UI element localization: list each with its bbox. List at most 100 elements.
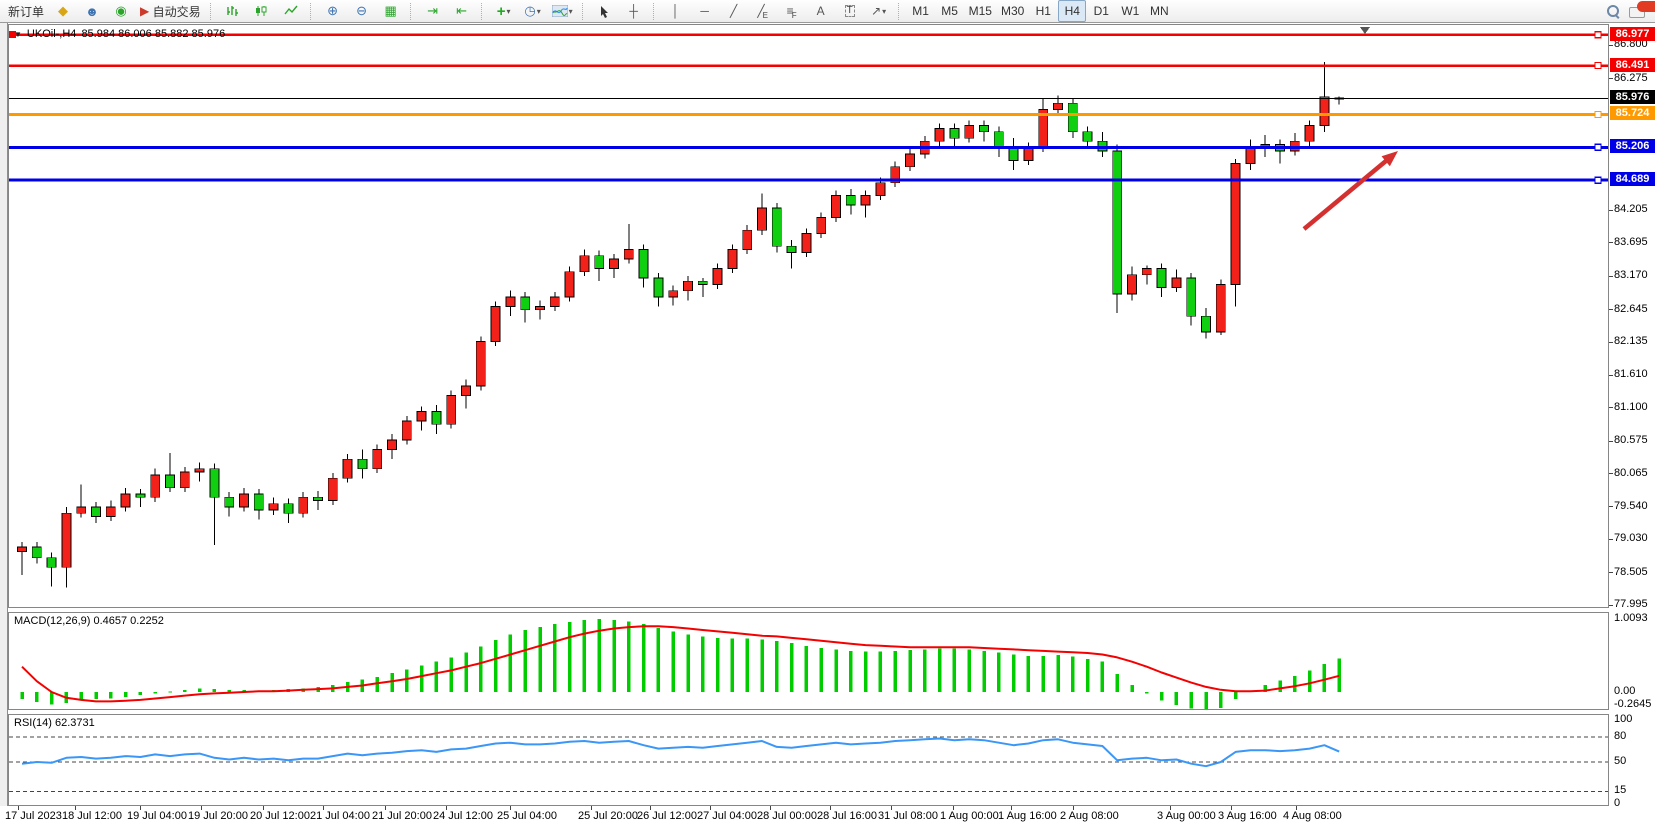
candle: [520, 296, 531, 311]
arrows-icon[interactable]: ↗ ▾: [871, 4, 887, 18]
vertical-line-icon[interactable]: │: [671, 4, 680, 18]
macd-histogram-bar: [1056, 655, 1060, 692]
chart-shift-icon[interactable]: [1360, 27, 1370, 34]
timeframe-button-mn[interactable]: MN: [1149, 4, 1169, 18]
price-badge: 85.724: [1610, 106, 1655, 121]
candlestick-chart-icon[interactable]: [248, 0, 276, 22]
price-tickmark: [1609, 440, 1613, 442]
timeframe-button-d1[interactable]: D1: [1093, 4, 1109, 18]
candle: [993, 131, 1004, 149]
candle: [653, 277, 664, 298]
rsi-label: RSI(14) 62.3731: [14, 717, 95, 729]
candle: [816, 217, 827, 234]
horizontal-line-icon[interactable]: ─: [700, 4, 709, 18]
fibonacci-icon[interactable]: ≡ F: [786, 4, 797, 20]
candle: [742, 229, 753, 250]
macd-histogram-bar: [1011, 654, 1016, 692]
macd-histogram-bar: [1263, 684, 1267, 692]
macd-histogram-bar: [878, 651, 883, 692]
price-tick-label: 83.170: [1614, 269, 1648, 282]
profile-icon[interactable]: ☻: [85, 3, 99, 19]
price-badge: 86.491: [1610, 57, 1655, 72]
candle: [209, 468, 220, 498]
line-handle[interactable]: [9, 31, 16, 39]
line-handle[interactable]: [1594, 143, 1602, 151]
candle: [845, 194, 856, 206]
toolbar-right: 1: [1607, 1, 1655, 19]
timeframe-button-h4[interactable]: H4: [1058, 0, 1087, 22]
date-tickmark: [770, 806, 771, 810]
indicators-button[interactable]: ▾: [548, 0, 577, 22]
funnel-icon[interactable]: ◆: [58, 3, 69, 18]
auto-trading-button[interactable]: ▶ 自动交易: [140, 4, 201, 19]
candle: [313, 496, 323, 501]
bar-chart-icon[interactable]: [219, 0, 247, 22]
zoom-out-icon[interactable]: ⊖: [356, 3, 368, 18]
arrow-annotation[interactable]: [1302, 151, 1398, 231]
rsi-pane[interactable]: RSI(14) 62.3731: [8, 714, 1609, 806]
signal-icon[interactable]: ◉: [115, 3, 127, 18]
line-handle[interactable]: [1594, 176, 1602, 184]
macd-histogram-bar: [479, 646, 483, 692]
main-chart-pane[interactable]: ▼ UKOil-,H4 85.984 86.006 85.882 85.976: [8, 24, 1609, 608]
price-tickmark: [1609, 341, 1613, 343]
price-badge: 85.976: [1610, 90, 1655, 105]
tile-windows-icon[interactable]: ▦: [384, 3, 397, 18]
auto-trading-icon: ▶: [140, 4, 150, 18]
macd-histogram-bar: [1307, 670, 1312, 692]
cursor-icon[interactable]: [591, 0, 619, 22]
price-tick-label: 78.505: [1614, 565, 1648, 578]
search-icon[interactable]: [1607, 5, 1620, 19]
date-tickmark: [201, 806, 202, 810]
macd-label: MACD(12,26,9) 0.4657 0.2252: [14, 615, 164, 627]
price-tick-label: 80.065: [1614, 466, 1648, 479]
macd-signal-line: [21, 625, 1340, 703]
crosshair-icon[interactable]: ┼: [629, 4, 638, 18]
macd-histogram-bar: [449, 657, 453, 692]
date-label: 4 Aug 08:00: [1283, 810, 1342, 822]
new-chart-button[interactable]: + ▾: [496, 2, 511, 20]
date-tickmark: [591, 806, 592, 810]
date-tickmark: [18, 806, 19, 810]
new-order-button[interactable]: 新订单: [8, 4, 45, 19]
macd-histogram-bar: [775, 640, 779, 692]
auto-scroll-icon[interactable]: ⇤: [456, 3, 468, 18]
line-handle[interactable]: [1594, 62, 1602, 70]
macd-histogram-bar: [982, 650, 986, 692]
text-icon[interactable]: A: [816, 4, 825, 18]
line-handle[interactable]: [1594, 110, 1602, 118]
timeframe-button-m30[interactable]: M30: [1000, 4, 1025, 18]
zoom-in-icon[interactable]: ⊕: [327, 3, 339, 18]
timeframe-button-h1[interactable]: H1: [1035, 4, 1051, 18]
timeframe-button-m1[interactable]: M1: [912, 4, 929, 18]
date-label: 28 Jul 16:00: [817, 810, 877, 822]
timeframe-button-m5[interactable]: M5: [941, 4, 958, 18]
macd-histogram-bar: [1130, 684, 1134, 692]
equidistant-channel-icon[interactable]: ╱ E: [757, 4, 768, 20]
candle: [668, 290, 679, 298]
symbol-period-label: UKOil-,H4: [26, 28, 77, 40]
line-chart-icon[interactable]: [277, 0, 305, 22]
macd-histogram-bar: [1189, 692, 1193, 709]
macd-histogram-bar: [123, 692, 128, 698]
timeframe-button-m15[interactable]: M15: [968, 4, 992, 18]
candle: [239, 493, 249, 508]
text-label-icon[interactable]: T: [844, 5, 855, 17]
periods-button[interactable]: ◷ ▾: [524, 3, 541, 18]
trendline-icon[interactable]: ╱: [730, 4, 738, 18]
chat-icon[interactable]: 1: [1629, 1, 1655, 18]
toolbar: 新订单 ◆ ☻ ◉ ▶ 自动交易 ⊕ ⊖ ▦ ⇥ ⇤ + ▾ ◷ ▾ ▾: [0, 0, 1655, 23]
scroll-to-end-icon[interactable]: ⇥: [427, 3, 439, 18]
candle: [727, 249, 738, 269]
timeframe-button-w1[interactable]: W1: [1121, 4, 1140, 18]
macd-histogram-bar: [997, 652, 1001, 692]
macd-pane[interactable]: MACD(12,26,9) 0.4657 0.2252: [8, 612, 1609, 710]
date-tickmark: [385, 806, 386, 810]
macd-histogram-bar: [819, 647, 823, 692]
line-handle[interactable]: [1594, 31, 1602, 39]
candle: [1008, 147, 1019, 161]
ohlc-values: 85.984 86.006 85.882 85.976: [81, 28, 226, 40]
macd-histogram-bar: [671, 631, 675, 692]
chevron-down-icon: ▾: [882, 6, 887, 16]
symbol-dropdown-icon[interactable]: ▼: [14, 29, 22, 39]
